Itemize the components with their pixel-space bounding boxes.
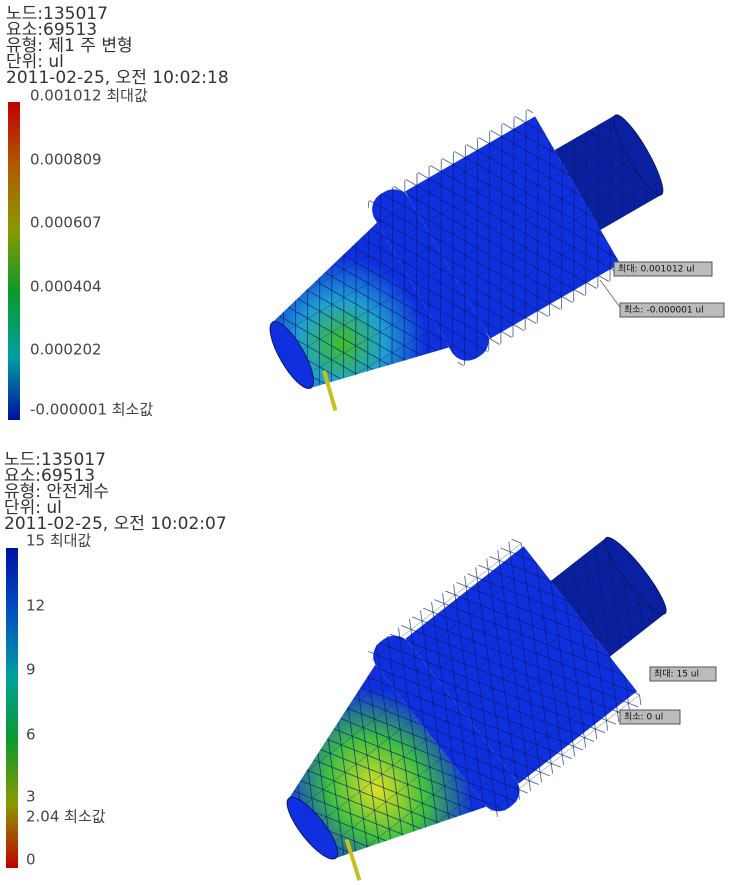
model [286,536,667,881]
legend-label: 6 [26,726,36,744]
callout-box [613,261,713,277]
color-bar [6,548,18,868]
callout-box [619,302,725,318]
callout-label: 최대: 0.001012 ul [618,264,694,275]
info-line: 요소:69513 [6,20,97,40]
legend-label: 0.000202 [30,341,102,359]
callout-box [619,709,681,725]
legend-label: 0.000809 [30,151,102,169]
callout-label: 최소: -0.000001 ul [624,305,704,316]
info-line: 요소:69513 [4,466,95,486]
legend-label: 0.001012 최대값 [30,87,148,105]
legend-label: 0 [26,851,36,869]
callout-label: 최소: 0 ul [624,712,663,723]
legend-label: 9 [26,661,36,679]
callout-box [649,666,717,682]
legend-label: 15 최대값 [26,532,91,550]
info-line: 2011-02-25, 오전 10:02:07 [4,514,227,534]
color-bar [8,102,20,420]
model [269,107,664,412]
legend-label: -0.000001 최소값 [30,401,153,419]
panel-strain: 노드:135017 요소:69513 유형: 제1 주 변형 단위: ul 20… [6,4,725,420]
legend-label: 0.000607 [30,214,102,232]
info-line: 노드:135017 [6,4,108,24]
info-line: 단위: ul [4,498,62,518]
panel-safety-factor: 노드:135017 요소:69513 유형: 안전계수 단위: ul 2011-… [4,450,717,881]
callout-label: 최대: 15 ul [654,669,699,680]
legend-label: 0.000404 [30,278,102,296]
legend-label: 2.04 최소값 [26,808,106,826]
info-line: 노드:135017 [4,450,106,470]
info-line: 유형: 안전계수 [4,482,109,502]
legend-label: 3 [26,788,36,806]
info-line: 단위: ul [6,52,64,72]
info-line: 2011-02-25, 오전 10:02:18 [6,68,229,88]
info-line: 유형: 제1 주 변형 [6,36,133,56]
legend-label: 12 [26,597,45,615]
